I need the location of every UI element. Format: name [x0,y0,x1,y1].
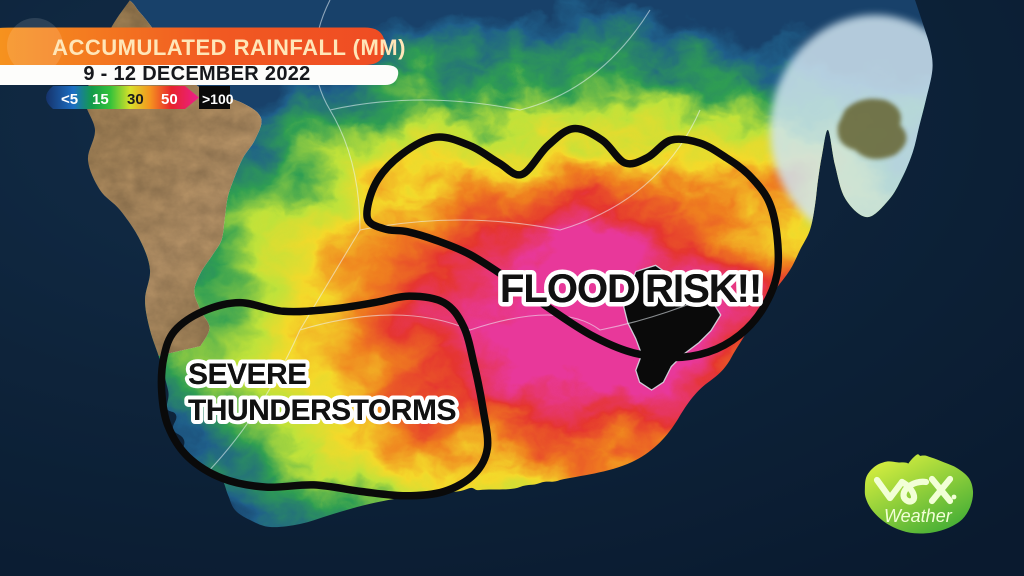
svg-text:ACCUMULATED RAINFALL (MM): ACCUMULATED RAINFALL (MM) [52,35,406,60]
svg-text:30: 30 [127,91,144,108]
svg-text:50: 50 [161,91,178,108]
svg-text:15: 15 [92,91,109,108]
svg-text:SEVERE: SEVERE [188,358,307,391]
svg-text:THUNDERSTORMS: THUNDERSTORMS [188,394,456,427]
svg-text:>100: >100 [202,91,234,107]
svg-text:<5: <5 [61,91,78,108]
svg-text:Weather: Weather [884,506,953,526]
svg-text:FLOOD RISK!!: FLOOD RISK!! [500,267,761,311]
svg-text:9 - 12 DECEMBER 2022: 9 - 12 DECEMBER 2022 [83,63,310,85]
